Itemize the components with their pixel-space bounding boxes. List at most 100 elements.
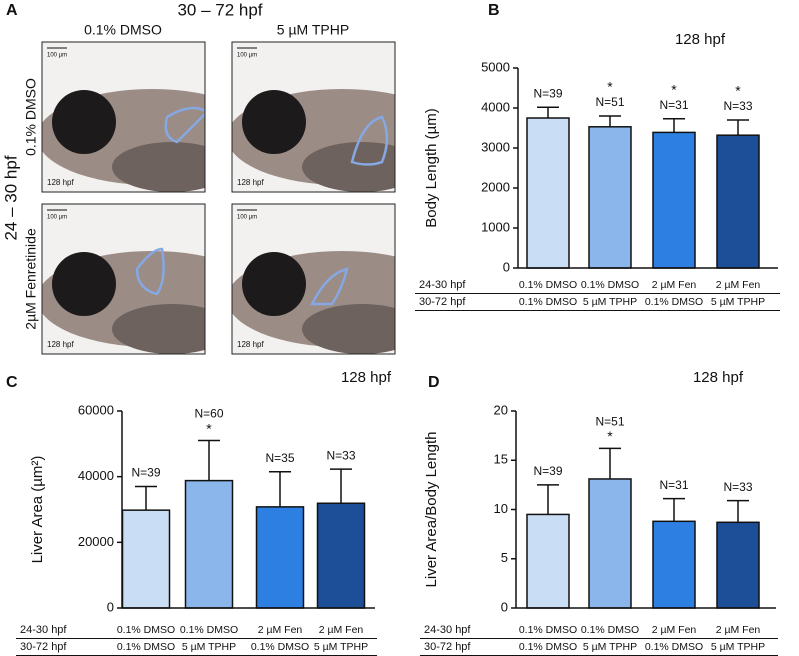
category-label: 2 µM Fen (652, 279, 697, 291)
n-label: N=39 (533, 86, 562, 100)
y-tick-label: 20000 (78, 534, 114, 549)
scale-bar-label: 100 µm (47, 215, 67, 221)
category-label: 5 µM TPHP (182, 641, 236, 653)
image-grid: 100 µm 128 hpf 100 µm 128 hpf 100 µm 128 hpf 1… (41, 41, 396, 355)
bar (588, 126, 632, 269)
significance-star: * (735, 83, 741, 99)
category-label: 2 µM Fen (716, 624, 761, 636)
chart-title: 128 hpf (341, 369, 392, 386)
category-label: 5 µM TPHP (314, 641, 368, 653)
bar (588, 478, 632, 609)
larva-eye (242, 252, 306, 316)
y-tick-label: 5 (501, 550, 508, 565)
stage-label: 128 hpf (237, 340, 264, 349)
y-tick-label: 4000 (481, 99, 510, 114)
image-frame (41, 203, 206, 355)
row-header: 30-72 hpf (20, 641, 67, 653)
bar-chart: B 128 hpf Body Length (µm) 0 1000 2000 3000 400… (415, 2, 780, 311)
y-tick-label: 15 (494, 452, 508, 467)
chart-title: 128 hpf (693, 369, 744, 386)
n-label: N=51 (595, 415, 624, 429)
image-frame (41, 41, 206, 193)
bar (526, 513, 570, 609)
category-label: 0.1% DMSO (519, 279, 577, 291)
category-label: 2 µM Fen (652, 624, 697, 636)
bar (716, 521, 760, 609)
larva-yolk (302, 142, 395, 192)
y-tick-label: 10 (494, 501, 508, 516)
row-header: 24-30 hpf (20, 624, 67, 636)
significance-star: * (607, 79, 613, 95)
larva-eye (52, 252, 116, 316)
bar-chart: D 128 hpf Liver Area/Body Length 0 5 10 15 20 N=… (420, 369, 778, 656)
category-label: 5 µM TPHP (583, 641, 637, 653)
bar (316, 502, 366, 609)
micrograph (42, 204, 205, 354)
category-label: 0.1% DMSO (251, 641, 309, 653)
n-label: N=33 (723, 99, 752, 113)
bar (652, 520, 696, 609)
scale-bar-label: 100 µm (237, 53, 257, 59)
n-label: N=35 (265, 451, 294, 465)
category-label: 0.1% DMSO (117, 641, 175, 653)
category-label: 0.1% DMSO (645, 641, 703, 653)
category-label: 0.1% DMSO (180, 624, 238, 636)
panel-letter: D (428, 374, 440, 391)
row-header: 24-30 hpf (419, 279, 466, 291)
n-label: N=39 (131, 466, 160, 480)
category-label: 0.1% DMSO (519, 296, 577, 308)
y-tick-label: 60000 (78, 402, 114, 417)
n-label: N=31 (659, 98, 688, 112)
n-label: N=51 (595, 95, 624, 109)
column-label: 0.1% DMSO (84, 22, 162, 38)
stage-label: 128 hpf (237, 178, 264, 187)
y-tick-label: 0 (501, 599, 508, 614)
category-label: 0.1% DMSO (519, 624, 577, 636)
panel-letter: A (6, 2, 18, 19)
micrograph (42, 42, 205, 192)
larva-yolk (112, 142, 205, 192)
y-axis-label: Liver Area/Body Length (423, 432, 440, 588)
row-label: 2µM Fenretinide (23, 228, 39, 330)
y-axis-label: Liver Area (µm²) (29, 456, 46, 564)
bar (121, 509, 171, 609)
n-label: N=31 (659, 478, 688, 492)
larva-eye (52, 90, 116, 154)
bar (526, 117, 570, 269)
significance-star: * (607, 428, 613, 444)
category-label: 5 µM TPHP (711, 296, 765, 308)
micrograph (232, 204, 395, 354)
category-label: 2 µM Fen (716, 279, 761, 291)
bar (184, 479, 234, 609)
significance-star: * (206, 420, 212, 436)
n-label: N=39 (533, 464, 562, 478)
scale-bar-label: 100 µm (237, 215, 257, 221)
category-label: 5 µM TPHP (583, 296, 637, 308)
y-tick-label: 0 (107, 599, 114, 614)
row-title: 24 – 30 hpf (1, 155, 20, 240)
panel-title: 30 – 72 hpf (177, 0, 262, 19)
bar (652, 131, 696, 269)
row-header: 24-30 hpf (424, 624, 471, 636)
row-header: 30-72 hpf (424, 641, 471, 653)
column-label: 5 µM TPHP (277, 22, 349, 38)
y-tick-label: 40000 (78, 468, 114, 483)
category-label: 5 µM TPHP (711, 641, 765, 653)
row-header: 30-72 hpf (419, 296, 466, 308)
category-label: 0.1% DMSO (117, 624, 175, 636)
stage-label: 128 hpf (47, 178, 74, 187)
y-tick-label: 20 (494, 402, 508, 417)
category-label: 2 µM Fen (258, 624, 303, 636)
category-label: 0.1% DMSO (581, 624, 639, 636)
y-tick-label: 1000 (481, 219, 510, 234)
liver-outline (135, 247, 165, 296)
y-tick-label: 3000 (481, 139, 510, 154)
liver-outline (164, 106, 205, 144)
significance-star: * (671, 82, 677, 98)
larva-eye (242, 90, 306, 154)
chart-title: 128 hpf (675, 31, 726, 48)
bar (716, 134, 760, 269)
n-label: N=33 (326, 448, 355, 462)
liver-outline (309, 267, 349, 306)
